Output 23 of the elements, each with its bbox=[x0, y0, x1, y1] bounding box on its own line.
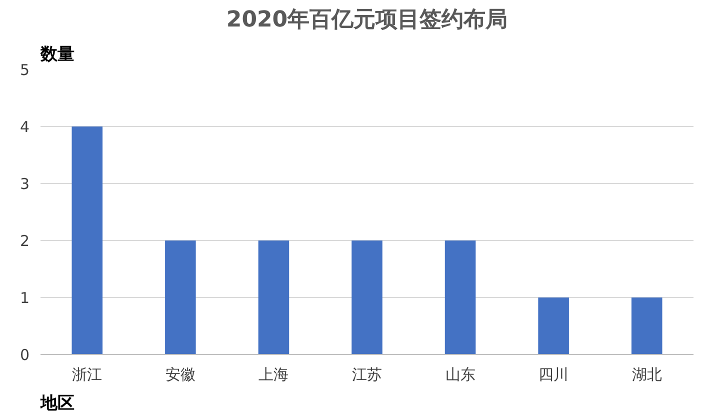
bar bbox=[538, 298, 569, 354]
y-tick-label: 5 bbox=[20, 61, 30, 79]
bar bbox=[258, 240, 290, 354]
x-axis-title: 地区 bbox=[40, 394, 74, 414]
y-tick-label: 0 bbox=[20, 346, 30, 364]
y-tick-label: 1 bbox=[20, 289, 30, 307]
y-tick-label: 2 bbox=[20, 232, 30, 250]
x-tick-label: 山东 bbox=[445, 366, 476, 384]
y-axis-title: 数量 bbox=[40, 44, 74, 64]
x-tick-label: 江苏 bbox=[352, 366, 382, 384]
bar bbox=[352, 240, 382, 354]
x-tick-label: 安徽 bbox=[165, 366, 196, 384]
x-tick-label: 湖北 bbox=[632, 366, 662, 384]
bar bbox=[444, 240, 476, 354]
bar bbox=[72, 126, 103, 354]
chart-title: 2020年百亿元项目签约布局 bbox=[226, 8, 508, 32]
y-tick-label: 4 bbox=[20, 118, 30, 136]
x-tick-label: 上海 bbox=[258, 366, 289, 384]
x-tick-label: 浙江 bbox=[72, 366, 102, 384]
bar bbox=[631, 298, 662, 354]
x-tick-label: 四川 bbox=[538, 366, 569, 384]
y-tick-label: 3 bbox=[20, 175, 30, 193]
bar bbox=[165, 240, 196, 354]
